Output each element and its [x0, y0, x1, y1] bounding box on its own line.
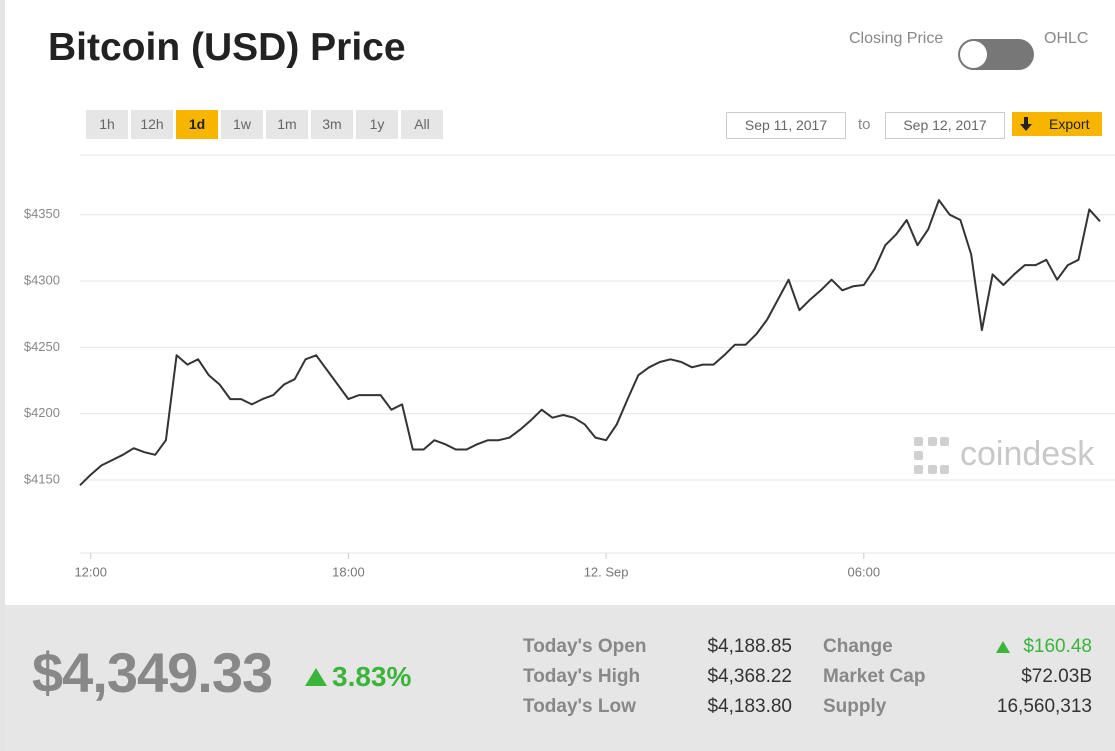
watermark: coindesk: [960, 435, 1095, 473]
page-title: Bitcoin (USD) Price: [48, 26, 406, 69]
range-buttons: 1h 12h 1d 1w 1m 3m 1y All: [86, 110, 443, 139]
x-tick-label: 18:00: [332, 564, 365, 579]
chart: coindesk $4150 $4200 $4250 $4300 $4350 12:00 1…: [24, 154, 1115, 579]
x-tick-label: 12. Sep: [584, 564, 629, 579]
stat-value: $4,188.85: [707, 636, 792, 657]
stat-label: Change: [823, 636, 893, 657]
range-button[interactable]: 1h: [86, 110, 128, 139]
y-tick-label: $4200: [24, 405, 60, 420]
stat-label: Today's Open: [523, 636, 647, 657]
stat-value: 16,560,313: [996, 696, 1092, 717]
export-icon: [1020, 117, 1032, 131]
range-button[interactable]: 1m: [266, 110, 308, 139]
x-tick-label: 06:00: [848, 564, 881, 579]
stat-value: $160.48: [1023, 636, 1092, 657]
range-button[interactable]: 1w: [221, 110, 263, 139]
left-border: [0, 0, 5, 751]
date-separator: to: [858, 116, 871, 133]
export-label: Export: [1049, 116, 1090, 132]
summary-panel: [5, 605, 1115, 751]
stat-value: $4,183.80: [707, 696, 792, 717]
change-percent: 3.83%: [332, 661, 412, 692]
toggle-knob: [960, 41, 987, 68]
toggle-label[interactable]: OHLC: [1044, 30, 1089, 47]
toggle-switch[interactable]: [958, 39, 1034, 70]
range-button[interactable]: 1y: [356, 110, 398, 139]
date-from[interactable]: Sep 11, 2017: [726, 112, 846, 139]
stat-label: Supply: [823, 696, 887, 717]
up-arrow: [305, 668, 327, 686]
y-tick-label: $4300: [24, 272, 60, 287]
export-button[interactable]: Export: [1012, 112, 1102, 136]
x-tick-label: 12:00: [74, 564, 107, 579]
current-price: $4,349.33: [32, 641, 273, 704]
y-tick-label: $4350: [24, 206, 60, 221]
stat-label: Today's High: [523, 666, 641, 687]
stat-label: Today's Low: [523, 696, 636, 717]
range-button[interactable]: All: [401, 110, 443, 139]
stat-value: $4,368.22: [707, 666, 792, 687]
stat-label: Market Cap: [823, 666, 926, 687]
price-line: [79, 199, 1101, 487]
stat-value: $72.03B: [1021, 666, 1092, 687]
range-button[interactable]: 1d: [176, 110, 218, 139]
y-tick-label: $4250: [24, 339, 60, 354]
y-tick-label: $4150: [24, 471, 60, 486]
range-button[interactable]: 12h: [131, 110, 173, 139]
date-to[interactable]: Sep 12, 2017: [885, 112, 1005, 139]
toggle-label[interactable]: Closing Price: [849, 30, 944, 47]
range-button[interactable]: 3m: [311, 110, 353, 139]
change-arrow: [996, 641, 1010, 653]
watermark-logo: [914, 437, 949, 474]
